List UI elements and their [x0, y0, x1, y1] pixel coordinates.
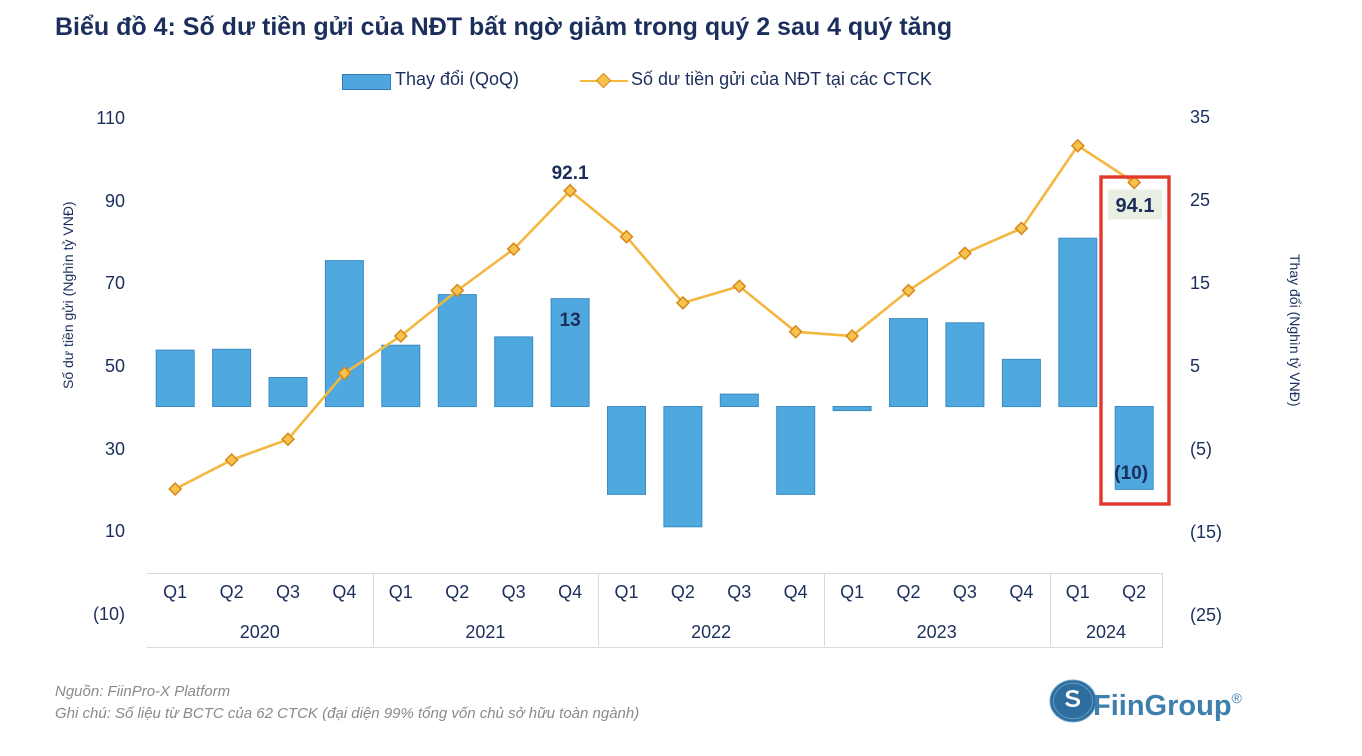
svg-text:94.1: 94.1 [1116, 195, 1155, 217]
svg-text:(10): (10) [1114, 463, 1148, 484]
svg-text:92.1: 92.1 [552, 163, 589, 184]
svg-text:13: 13 [560, 310, 581, 331]
